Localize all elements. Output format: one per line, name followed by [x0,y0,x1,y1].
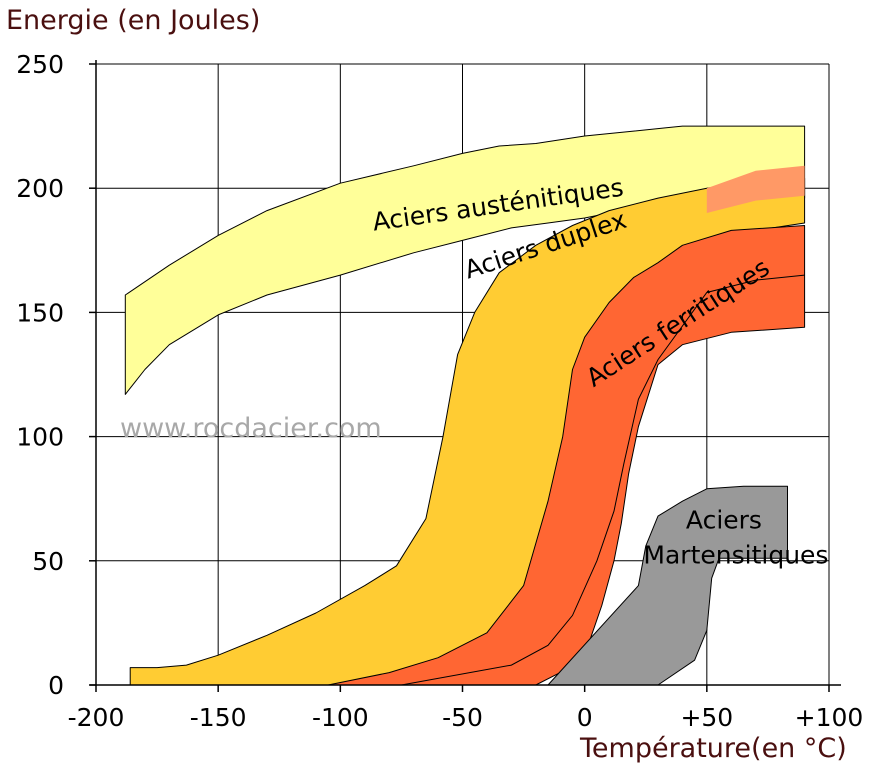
y-tick-labels: 0 50 100 150 200 250 [16,50,64,700]
ferritic-divider-line [401,274,805,686]
ferritic-band-top [706,165,805,213]
y-tick-label: 200 [16,174,64,203]
x-tick-label: -100 [312,703,369,732]
x-tick-label: -50 [442,703,483,732]
x-tick-labels: -200 -150 -100 -50 0 +50 +100 [68,703,864,732]
steel-bands [124,125,806,686]
x-tick-label: -200 [68,703,125,732]
axes [89,60,841,692]
label-martensitic-line2: Martensitiques [643,541,828,570]
x-tick-label: 0 [577,703,593,732]
y-axis-title: Energie (en Joules) [6,5,260,36]
x-tick-label: +50 [680,703,733,732]
y-tick-label: 0 [48,671,64,700]
label-martensitic-line1: Aciers [686,506,762,535]
y-tick-label: 50 [32,547,64,576]
y-tick-label: 250 [16,50,64,79]
x-tick-label: +100 [795,703,864,732]
martensitic-band [547,485,788,686]
watermark: www.rocdacier.com [120,413,382,444]
x-axis-title: Température(en °C) [579,733,847,764]
y-tick-label: 150 [16,298,64,327]
y-tick-label: 100 [16,423,64,452]
x-tick-label: -150 [190,703,247,732]
ferritic-band [327,225,806,686]
